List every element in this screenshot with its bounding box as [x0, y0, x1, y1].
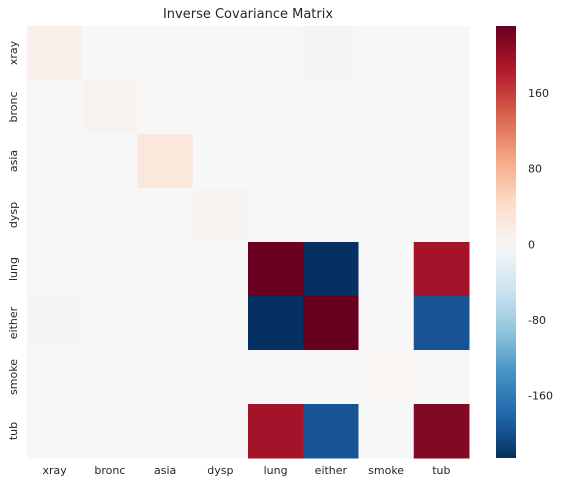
- heatmap-cell-dysp-tub: [413, 188, 470, 243]
- heatmap-cell-smoke-smoke: [358, 350, 415, 405]
- heatmap-cell-smoke-xray: [27, 350, 83, 405]
- colorbar-tick-label: 160: [528, 87, 549, 100]
- heatmap-cell-asia-lung: [248, 134, 304, 189]
- heatmap-cell-smoke-bronc: [82, 350, 138, 405]
- heatmap-cell-bronc-asia: [137, 80, 194, 135]
- row-label-dysp: dysp: [7, 202, 20, 228]
- heatmap-cell-bronc-lung: [248, 80, 304, 135]
- colorbar-tick-label: -80: [528, 314, 546, 327]
- heatmap-cell-tub-xray: [27, 404, 83, 459]
- heatmap-cell-lung-dysp: [192, 242, 249, 297]
- heatmap-cell-tub-either: [303, 404, 359, 459]
- col-label-tub: tub: [432, 464, 450, 477]
- heatmap-cell-tub-smoke: [358, 404, 415, 459]
- heatmap-cell-lung-xray: [27, 242, 83, 297]
- heatmap-cell-lung-bronc: [82, 242, 138, 297]
- heatmap-cell-bronc-dysp: [192, 80, 249, 135]
- heatmap-cells: [27, 26, 470, 459]
- col-label-xray: xray: [42, 464, 67, 477]
- heatmap-cell-either-lung: [248, 296, 304, 351]
- heatmap-cell-either-tub: [413, 296, 470, 351]
- heatmap-cell-bronc-smoke: [358, 80, 415, 135]
- heatmap-cell-xray-tub: [413, 26, 470, 81]
- row-label-either: either: [7, 306, 20, 339]
- heatmap-cell-xray-xray: [27, 26, 83, 81]
- heatmap-cell-either-asia: [137, 296, 194, 351]
- heatmap-cell-smoke-either: [303, 350, 359, 405]
- colorbar: [496, 26, 516, 458]
- heatmap-cell-asia-xray: [27, 134, 83, 189]
- heatmap-cell-lung-lung: [248, 242, 304, 297]
- heatmap-cell-lung-either: [303, 242, 359, 297]
- heatmap-cell-smoke-dysp: [192, 350, 249, 405]
- heatmap-cell-asia-smoke: [358, 134, 415, 189]
- row-labels: xray bronc asia dysp lung either smoke tub: [7, 40, 20, 440]
- row-label-tub: tub: [7, 422, 20, 440]
- colorbar-tick-label: 0: [528, 238, 535, 251]
- heatmap-cell-bronc-either: [303, 80, 359, 135]
- heatmap-cell-dysp-xray: [27, 188, 83, 243]
- heatmap-cell-tub-asia: [137, 404, 194, 459]
- heatmap-cell-either-xray: [27, 296, 83, 351]
- col-label-smoke: smoke: [368, 464, 404, 477]
- heatmap-cell-dysp-lung: [248, 188, 304, 243]
- heatmap-cell-smoke-asia: [137, 350, 194, 405]
- heatmap-cell-lung-tub: [413, 242, 470, 297]
- colorbar-tick-label: 80: [528, 163, 542, 176]
- heatmap-cell-dysp-asia: [137, 188, 194, 243]
- heatmap-cell-asia-either: [303, 134, 359, 189]
- heatmap-cell-xray-bronc: [82, 26, 138, 81]
- row-label-bronc: bronc: [7, 91, 20, 122]
- heatmap-cell-smoke-lung: [248, 350, 304, 405]
- heatmap-cell-xray-dysp: [192, 26, 249, 81]
- col-label-asia: asia: [154, 464, 176, 477]
- col-label-lung: lung: [264, 464, 288, 477]
- col-label-either: either: [315, 464, 348, 477]
- heatmap-cell-dysp-smoke: [358, 188, 415, 243]
- col-label-dysp: dysp: [207, 464, 233, 477]
- row-label-xray: xray: [7, 40, 20, 65]
- heatmap-cell-asia-tub: [413, 134, 470, 189]
- heatmap-cell-xray-asia: [137, 26, 194, 81]
- heatmap-cell-bronc-bronc: [82, 80, 138, 135]
- heatmap-cell-either-either: [303, 296, 359, 351]
- heatmap-cell-xray-lung: [248, 26, 304, 81]
- heatmap-cell-dysp-bronc: [82, 188, 138, 243]
- colorbar-tick-label: -160: [528, 390, 553, 403]
- heatmap-cell-dysp-dysp: [192, 188, 249, 243]
- heatmap-cell-bronc-xray: [27, 80, 83, 135]
- heatmap-cell-lung-smoke: [358, 242, 415, 297]
- col-label-bronc: bronc: [94, 464, 125, 477]
- chart-title: Inverse Covariance Matrix: [163, 7, 333, 22]
- heatmap-cell-tub-tub: [413, 404, 470, 459]
- heatmap-cell-tub-dysp: [192, 404, 249, 459]
- row-label-smoke: smoke: [7, 359, 20, 395]
- row-label-asia: asia: [7, 150, 20, 172]
- heatmap-cell-tub-lung: [248, 404, 304, 459]
- heatmap-cell-lung-asia: [137, 242, 194, 297]
- heatmap-cell-asia-bronc: [82, 134, 138, 189]
- heatmap-cell-asia-dysp: [192, 134, 249, 189]
- heatmap-cell-bronc-tub: [413, 80, 470, 135]
- heatmap-cell-either-dysp: [192, 296, 249, 351]
- heatmap-cell-smoke-tub: [413, 350, 470, 405]
- col-labels: xray bronc asia dysp lung either smoke tub: [42, 464, 450, 477]
- heatmap-cell-either-smoke: [358, 296, 415, 351]
- colorbar-ticks: -160 -80 0 80 160: [528, 87, 553, 402]
- heatmap-cell-asia-asia: [137, 134, 194, 189]
- row-label-lung: lung: [7, 257, 20, 281]
- heatmap-cell-either-bronc: [82, 296, 138, 351]
- heatmap-cell-xray-either: [303, 26, 359, 81]
- heatmap-cell-dysp-either: [303, 188, 359, 243]
- heatmap-cell-tub-bronc: [82, 404, 138, 459]
- heatmap-cell-xray-smoke: [358, 26, 415, 81]
